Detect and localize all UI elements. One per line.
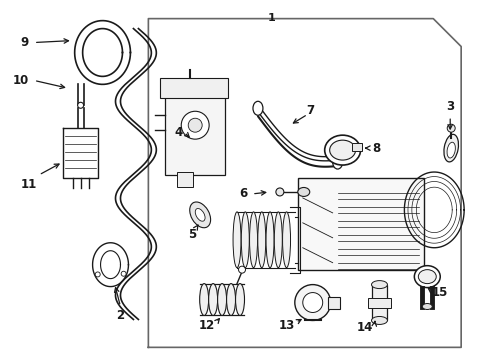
Text: 1: 1 — [268, 13, 276, 23]
Text: 15: 15 — [431, 286, 448, 299]
Ellipse shape — [418, 270, 436, 284]
Text: 7: 7 — [306, 104, 314, 117]
Text: 2: 2 — [117, 310, 124, 323]
Text: 10: 10 — [13, 74, 29, 87]
Text: 3: 3 — [446, 100, 454, 113]
Ellipse shape — [266, 212, 274, 268]
Bar — [298, 178, 424, 270]
Circle shape — [77, 102, 84, 108]
Text: 13: 13 — [278, 319, 295, 332]
Bar — [160, 78, 228, 98]
Circle shape — [447, 124, 455, 132]
Ellipse shape — [200, 284, 209, 315]
Circle shape — [121, 271, 126, 276]
Ellipse shape — [209, 284, 218, 315]
Bar — [165, 95, 225, 175]
Ellipse shape — [236, 284, 245, 315]
Text: 14: 14 — [357, 321, 373, 334]
Ellipse shape — [249, 212, 258, 268]
Ellipse shape — [298, 188, 310, 197]
Ellipse shape — [330, 140, 356, 160]
Text: 8: 8 — [372, 141, 381, 155]
Ellipse shape — [274, 212, 282, 268]
Bar — [368, 298, 392, 307]
Ellipse shape — [447, 142, 455, 158]
Circle shape — [95, 272, 100, 277]
Ellipse shape — [325, 135, 361, 165]
Text: 4: 4 — [174, 126, 182, 139]
Ellipse shape — [218, 284, 226, 315]
Text: 5: 5 — [188, 228, 196, 241]
Circle shape — [303, 293, 323, 312]
Ellipse shape — [258, 212, 266, 268]
Bar — [177, 172, 193, 187]
Ellipse shape — [190, 202, 211, 228]
Ellipse shape — [422, 303, 432, 310]
Bar — [371, 285, 388, 320]
Text: 6: 6 — [240, 188, 248, 201]
Ellipse shape — [371, 280, 388, 289]
Ellipse shape — [253, 101, 263, 115]
Circle shape — [181, 111, 209, 139]
Ellipse shape — [333, 155, 343, 169]
Ellipse shape — [283, 212, 291, 268]
Ellipse shape — [233, 212, 241, 268]
Bar — [352, 143, 362, 151]
Circle shape — [188, 118, 202, 132]
Ellipse shape — [415, 266, 440, 288]
Ellipse shape — [276, 188, 284, 196]
Ellipse shape — [241, 212, 249, 268]
Ellipse shape — [371, 316, 388, 324]
Text: 9: 9 — [21, 36, 29, 49]
Text: 12: 12 — [199, 319, 215, 332]
Ellipse shape — [226, 284, 236, 315]
Bar — [328, 297, 340, 309]
Ellipse shape — [444, 134, 459, 162]
Ellipse shape — [196, 208, 205, 221]
Circle shape — [295, 285, 331, 320]
Circle shape — [239, 266, 245, 273]
Text: 11: 11 — [21, 178, 37, 191]
